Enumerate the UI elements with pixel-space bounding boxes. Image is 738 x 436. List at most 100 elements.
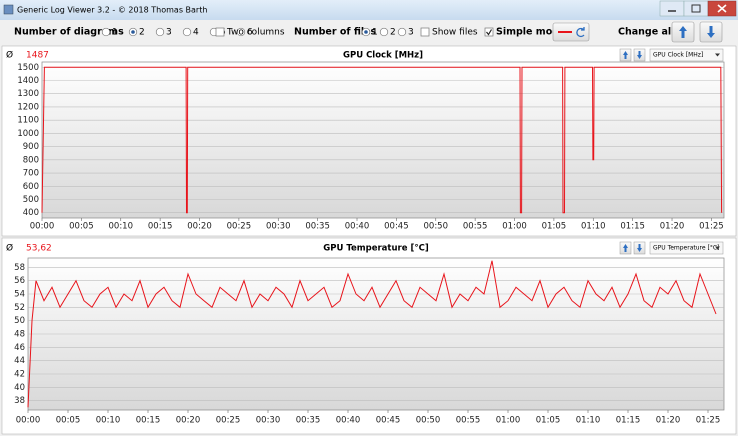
channel-dropdown[interactable] <box>649 48 724 62</box>
arrow-icon <box>707 26 715 38</box>
x-tick-label: 00:45 <box>384 222 409 232</box>
data-line <box>27 260 717 408</box>
x-tick-label: 00:15 <box>148 222 173 232</box>
y-tick-label: 1000 <box>17 129 39 139</box>
x-tick-label: 00:55 <box>456 416 481 426</box>
label: Change all <box>618 27 674 38</box>
y-tick-label: 900 <box>23 142 39 152</box>
y-tick-label: 400 <box>23 208 39 218</box>
checkbox[interactable] <box>484 27 494 37</box>
x-tick-label: 01:00 <box>502 222 527 232</box>
label: Number of files <box>294 27 377 38</box>
dropdown-arrow <box>715 246 720 250</box>
radio-label: 1 <box>112 28 118 38</box>
x-tick-label: 00:45 <box>376 416 401 426</box>
chart-title: GPU Temperature [°C] <box>323 244 429 254</box>
average-symbol: Ø <box>6 50 13 61</box>
y-tick-label: 56 <box>14 276 25 286</box>
x-tick-label: 01:25 <box>699 222 724 232</box>
arrow-icon <box>679 26 687 38</box>
x-tick-label: 00:00 <box>30 222 55 232</box>
label: Number of diagrams <box>14 27 124 38</box>
x-tick-label: 00:10 <box>109 222 134 232</box>
arrow-icon <box>623 244 628 252</box>
maximize-button[interactable] <box>683 0 709 17</box>
x-tick-label: 00:40 <box>336 416 361 426</box>
x-tick-label: 01:10 <box>576 416 601 426</box>
average-value: 53,62 <box>26 244 52 254</box>
radio-dot <box>364 30 368 34</box>
radio-button[interactable] <box>397 27 407 37</box>
maximize-icon <box>691 4 701 13</box>
x-tick-label: 00:40 <box>345 222 370 232</box>
x-tick-label: 01:05 <box>536 416 561 426</box>
dropdown-label: GPU Clock [MHz] <box>653 52 703 59</box>
refresh-icon <box>576 27 585 38</box>
x-tick-label: 00:00 <box>16 416 41 426</box>
average-symbol: Ø <box>6 243 13 254</box>
y-tick-label: 40 <box>14 383 25 393</box>
x-tick-label: 00:25 <box>216 416 241 426</box>
app-icon <box>3 4 14 15</box>
x-tick-label: 01:00 <box>496 416 521 426</box>
y-tick-label: 600 <box>23 182 39 192</box>
plot-area <box>41 61 725 219</box>
checkmark <box>486 29 493 36</box>
y-tick-label: 700 <box>23 169 39 179</box>
radio-label: 3 <box>166 28 172 38</box>
y-tick-label: 46 <box>14 343 25 353</box>
y-tick-label: 1500 <box>17 63 39 73</box>
x-tick-label: 01:20 <box>656 416 681 426</box>
x-tick-label: 01:15 <box>616 416 641 426</box>
checkbox[interactable] <box>215 27 225 37</box>
y-tick-label: 58 <box>14 263 25 273</box>
y-tick-label: 500 <box>23 195 39 205</box>
x-tick-label: 00:15 <box>136 416 161 426</box>
x-tick-label: 00:30 <box>256 416 281 426</box>
y-tick-label: 1200 <box>17 102 39 112</box>
radio-label: 2 <box>390 28 396 38</box>
y-tick-label: 42 <box>14 370 25 380</box>
x-tick-label: 00:35 <box>296 416 321 426</box>
radio-button[interactable] <box>155 27 165 37</box>
x-tick-label: 00:50 <box>424 222 449 232</box>
radio-button[interactable] <box>182 27 192 37</box>
close-icon <box>717 4 727 13</box>
radio-label: 6 <box>247 28 253 38</box>
y-tick-label: 800 <box>23 155 39 165</box>
x-tick-label: 01:05 <box>542 222 567 232</box>
y-tick-label: 54 <box>14 290 25 300</box>
window-title: Generic Log Viewer 3.2 - © 2018 Thomas B… <box>17 6 207 15</box>
y-tick-label: 52 <box>14 303 25 313</box>
x-tick-label: 00:50 <box>416 416 441 426</box>
x-tick-label: 01:20 <box>660 222 685 232</box>
x-tick-label: 01:10 <box>581 222 606 232</box>
y-tick-label: 1100 <box>17 116 39 126</box>
radio-button[interactable] <box>236 27 246 37</box>
y-tick-label: 1300 <box>17 89 39 99</box>
checkbox-label: Show files <box>432 28 478 38</box>
y-tick-label: 48 <box>14 330 25 340</box>
arrow-icon <box>637 51 642 59</box>
dropdown-label: GPU Temperature [°C] <box>653 245 719 252</box>
y-tick-label: 44 <box>14 356 25 366</box>
x-tick-label: 00:05 <box>56 416 81 426</box>
checkbox[interactable] <box>420 27 430 37</box>
channel-dropdown[interactable] <box>649 241 724 255</box>
x-tick-label: 00:05 <box>69 222 94 232</box>
radio-dot <box>131 30 135 34</box>
x-tick-label: 00:20 <box>176 416 201 426</box>
arrow-icon <box>623 51 628 59</box>
x-tick-label: 01:25 <box>696 416 721 426</box>
x-tick-label: 00:10 <box>96 416 121 426</box>
radio-label: 2 <box>139 28 145 38</box>
x-tick-label: 00:35 <box>305 222 330 232</box>
minimize-button[interactable] <box>659 0 685 17</box>
y-tick-label: 50 <box>14 316 25 326</box>
radio-button[interactable] <box>379 27 389 37</box>
radio-button[interactable] <box>101 27 111 37</box>
chart-title: GPU Clock [MHz] <box>343 51 423 61</box>
dropdown-arrow <box>715 53 720 57</box>
